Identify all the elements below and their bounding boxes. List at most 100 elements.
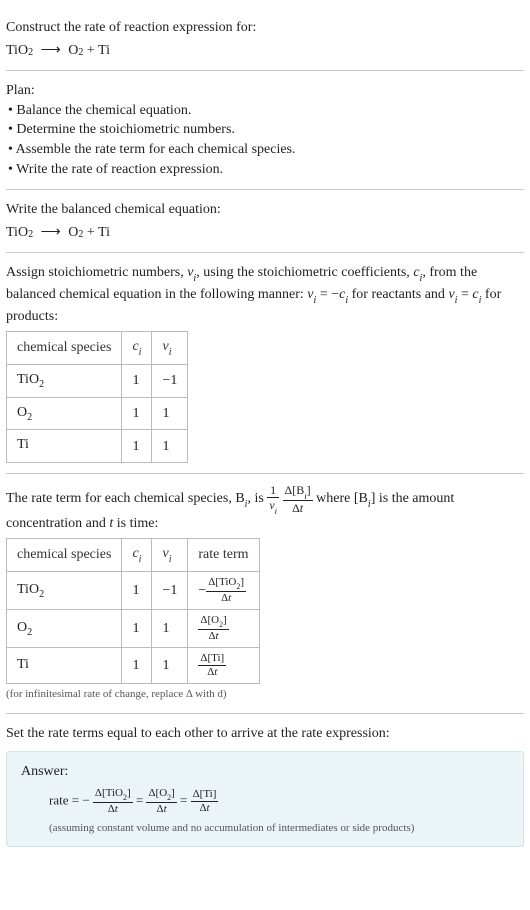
table-row: Ti 1 1 xyxy=(7,430,188,463)
sp: Ti xyxy=(17,657,29,672)
den: Δt xyxy=(283,501,313,514)
sub: 2 xyxy=(123,793,127,802)
sub: i xyxy=(275,506,277,516)
t: ] xyxy=(171,787,175,799)
plus: + xyxy=(83,225,98,240)
eq: = xyxy=(180,792,191,807)
table-row: Ti 1 1 Δ[Ti]Δt xyxy=(7,648,260,684)
frac-one-over-nu: 1 νi xyxy=(267,484,279,514)
c: c xyxy=(132,546,138,561)
t: for reactants and xyxy=(348,287,448,302)
col-nui: νi xyxy=(152,331,188,364)
rate-frac: Δ[O2]Δt xyxy=(198,615,228,642)
cell-species: TiO2 xyxy=(7,364,122,397)
nu: ν xyxy=(162,546,168,561)
rate-expression: rate = − Δ[TiO2]Δt = Δ[O2]Δt = Δ[Ti]Δt xyxy=(21,788,509,815)
sp: TiO xyxy=(6,225,28,240)
nu: ν xyxy=(448,287,454,302)
plan-item: • Assemble the rate term for each chemic… xyxy=(6,140,524,160)
den: Δt xyxy=(198,630,228,642)
table-header-row: chemical species ci νi xyxy=(7,331,188,364)
plan-heading: Plan: xyxy=(6,81,524,101)
sp: Ti xyxy=(17,437,29,452)
nu: ν xyxy=(269,498,274,512)
table-header-row: chemical species ci νi rate term xyxy=(7,539,260,572)
sub: i xyxy=(139,554,142,565)
eq: = xyxy=(136,792,147,807)
t: , is xyxy=(247,492,267,507)
col-ci: ci xyxy=(122,331,152,364)
sub: 2 xyxy=(27,412,32,423)
rateterm-text: The rate term for each chemical species,… xyxy=(6,484,524,534)
sub: 2 xyxy=(78,229,83,240)
col-nui: νi xyxy=(152,539,188,572)
den: Δt xyxy=(198,666,226,678)
t: Δ[Ti xyxy=(200,652,220,664)
rate-frac: Δ[TiO2]Δt xyxy=(206,577,246,604)
t: , using the stoichiometric coefficients, xyxy=(196,265,413,280)
c: c xyxy=(413,265,419,280)
sub: 2 xyxy=(27,627,32,638)
sp: O xyxy=(17,405,27,420)
rate-frac-o2: Δ[O2]Δt xyxy=(146,788,176,815)
cell-rateterm: Δ[Ti] Δt xyxy=(188,648,259,684)
eq: = xyxy=(457,287,472,302)
neg: − xyxy=(198,583,206,598)
sub: 2 xyxy=(39,589,44,600)
intro-prompt: Construct the rate of reaction expressio… xyxy=(6,18,524,38)
sub: i xyxy=(169,347,172,358)
sub: i xyxy=(169,554,172,565)
cell-ci: 1 xyxy=(122,648,152,684)
col-rateterm: rate term xyxy=(188,539,259,572)
sub: i xyxy=(479,295,482,306)
species-o2: O2 xyxy=(68,225,83,240)
t: ] xyxy=(223,614,227,626)
num: Δ[O2] xyxy=(146,788,176,803)
cell-nui: −1 xyxy=(152,364,188,397)
plan-item: • Balance the chemical equation. xyxy=(6,101,524,121)
den: Δt xyxy=(191,802,219,814)
cell-species: Ti xyxy=(7,648,122,684)
sub: 2 xyxy=(28,229,33,240)
plan-item: • Determine the stoichiometric numbers. xyxy=(6,120,524,140)
cell-ci: 1 xyxy=(122,610,152,648)
sp: O xyxy=(17,620,27,635)
nu: ν xyxy=(307,287,313,302)
species-tio2: TiO2 xyxy=(6,225,33,240)
sp: O xyxy=(68,43,78,58)
balanced-heading: Write the balanced chemical equation: xyxy=(6,200,524,220)
den: Δt xyxy=(206,592,246,604)
t: ] xyxy=(221,652,225,664)
arrow-icon: ⟶ xyxy=(37,223,65,239)
table-row: O2 1 1 xyxy=(7,397,188,430)
rate-frac-tio2: Δ[TiO2]Δt xyxy=(93,788,133,815)
sub: i xyxy=(345,295,348,306)
num: Δ[O2] xyxy=(198,615,228,630)
cell-nui: 1 xyxy=(152,430,188,463)
sub: i xyxy=(314,295,317,306)
sub: 2 xyxy=(39,379,44,390)
species-tio2: TiO2 xyxy=(6,43,33,58)
rate-frac: Δ[Ti] Δt xyxy=(198,653,226,678)
cell-ci: 1 xyxy=(122,571,152,609)
answer-label: Answer: xyxy=(21,762,509,782)
num: Δ[TiO2] xyxy=(206,577,246,592)
cell-species: O2 xyxy=(7,397,122,430)
species-ti: Ti xyxy=(98,43,110,58)
sub: 2 xyxy=(78,47,83,58)
cell-ci: 1 xyxy=(122,430,152,463)
t: Assign stoichiometric numbers, xyxy=(6,265,187,280)
rateterm-caption: (for infinitesimal rate of change, repla… xyxy=(6,687,524,702)
section-rateterm: The rate term for each chemical species,… xyxy=(6,474,524,713)
cell-ci: 1 xyxy=(122,364,152,397)
t: The rate term for each chemical species,… xyxy=(6,492,245,507)
stoich-text: Assign stoichiometric numbers, νi, using… xyxy=(6,263,524,326)
frac-delta-b: Δ[Bi] Δt xyxy=(283,484,313,514)
sub: 2 xyxy=(167,793,171,802)
intro-equation: TiO2 ⟶ O2 + Ti xyxy=(6,40,524,61)
num: Δ[TiO2] xyxy=(93,788,133,803)
t: where [B xyxy=(316,492,368,507)
section-stoich: Assign stoichiometric numbers, νi, using… xyxy=(6,253,524,474)
cell-nui: 1 xyxy=(152,397,188,430)
sp: TiO xyxy=(17,372,39,387)
